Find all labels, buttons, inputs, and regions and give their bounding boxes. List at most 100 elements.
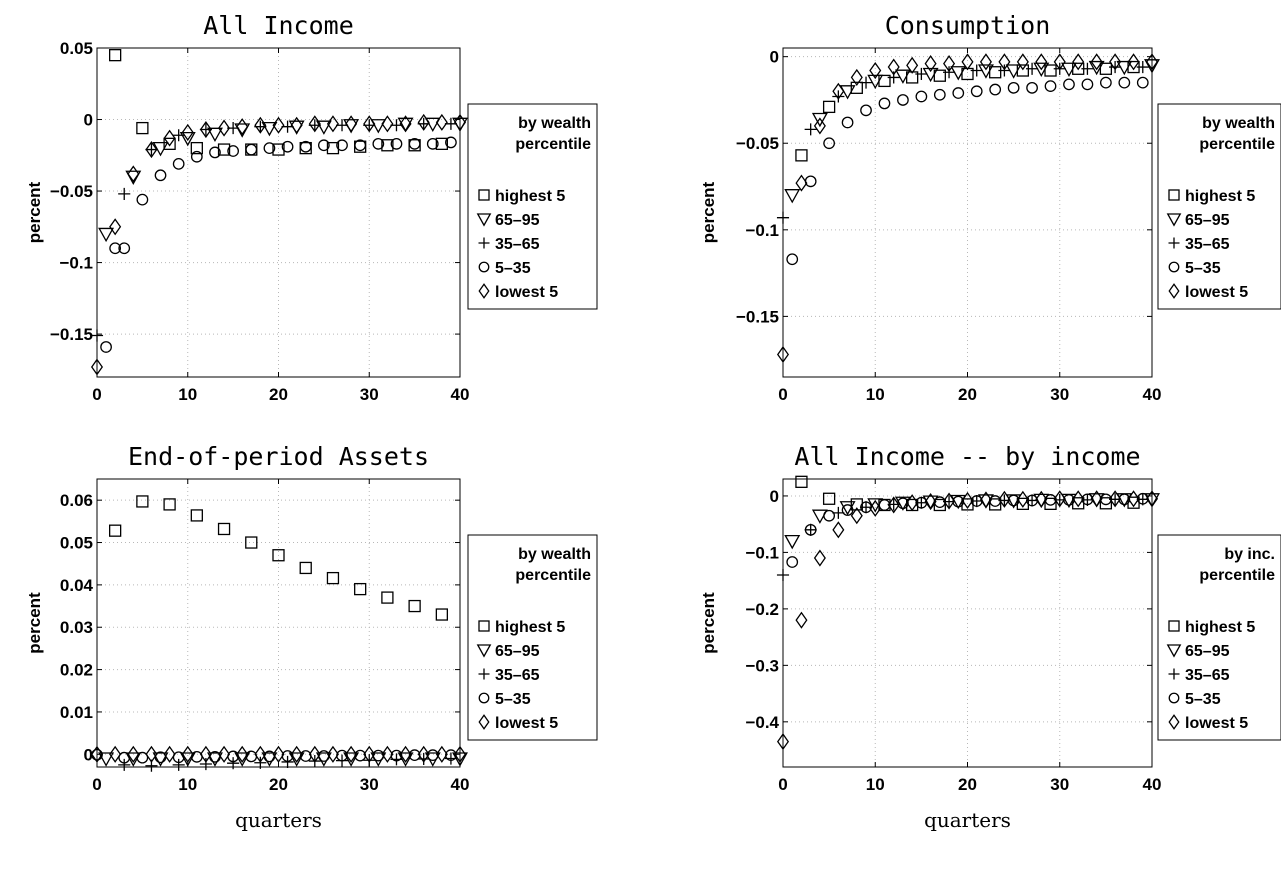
- data-point: [190, 150, 203, 163]
- data-point: [1033, 62, 1050, 77]
- x-tick-label: 20: [958, 385, 977, 404]
- data-point: [435, 137, 449, 150]
- data-point: [894, 69, 911, 84]
- data-point: [345, 115, 358, 133]
- data-point: [227, 145, 239, 157]
- data-point: [1005, 64, 1022, 79]
- legend-marker: [478, 261, 490, 273]
- legend-marker: [478, 283, 490, 299]
- data-point: [445, 136, 457, 149]
- data-point: [272, 745, 285, 763]
- data-point: [989, 66, 1002, 79]
- data-point: [998, 64, 1011, 77]
- data-point: [136, 495, 149, 508]
- data-point: [1044, 80, 1057, 92]
- x-tick-label: 10: [178, 385, 197, 404]
- data-point: [372, 137, 385, 150]
- data-point: [924, 55, 937, 73]
- data-point: [435, 745, 448, 763]
- data-point: [263, 142, 276, 155]
- data-point: [832, 82, 845, 100]
- data-point: [199, 745, 212, 763]
- data-point: [343, 752, 360, 767]
- data-point: [109, 49, 122, 62]
- data-point: [950, 66, 967, 81]
- legend-entry: lowest 5: [1185, 715, 1248, 732]
- panel-3: All Income -- by income 0 10 20 30 40 0 −0.1 −0.…: [699, 442, 1281, 832]
- data-point: [878, 97, 891, 110]
- data-point: [1099, 62, 1113, 75]
- data-point: [804, 523, 817, 536]
- data-point: [943, 66, 956, 79]
- data-point: [989, 498, 1002, 511]
- legend-entry: 5–35: [1185, 691, 1221, 708]
- data-point: [245, 143, 258, 156]
- data-point: [181, 745, 194, 763]
- data-point: [915, 90, 928, 103]
- data-point: [1116, 60, 1133, 76]
- data-point: [1081, 62, 1094, 75]
- data-point: [1100, 76, 1112, 89]
- data-point: [795, 475, 808, 488]
- data-point: [145, 745, 158, 763]
- data-point: [823, 137, 836, 150]
- x-tick-label: 30: [1050, 385, 1069, 404]
- data-point: [1127, 53, 1140, 71]
- y-tick-label: 0: [770, 487, 779, 506]
- data-point: [1118, 76, 1131, 89]
- data-point: [281, 140, 294, 153]
- legend-entry: 5–35: [495, 260, 531, 277]
- data-point: [867, 74, 884, 90]
- data-point: [118, 242, 131, 255]
- data-point: [832, 506, 845, 519]
- x-tick-label: 0: [92, 385, 101, 404]
- data-point: [1072, 490, 1085, 508]
- legend-entry: 35–65: [495, 667, 540, 684]
- data-point: [1100, 493, 1112, 506]
- data-point: [839, 501, 856, 516]
- data-point: [1136, 76, 1149, 89]
- data-point: [290, 116, 303, 134]
- data-point: [217, 522, 231, 536]
- data-point: [850, 81, 863, 94]
- data-point: [1090, 53, 1103, 71]
- legend-marker: [1166, 644, 1182, 658]
- data-point: [915, 67, 928, 81]
- data-point: [1127, 490, 1140, 508]
- data-point: [417, 752, 430, 766]
- data-point: [317, 139, 330, 152]
- y-tick-label: −0.1: [745, 543, 779, 562]
- legend-entry: highest 5: [1185, 188, 1255, 205]
- legend-marker: [1166, 213, 1182, 227]
- data-point: [933, 498, 946, 512]
- data-point: [363, 754, 376, 767]
- data-point: [218, 745, 231, 763]
- data-point: [869, 61, 882, 80]
- data-point: [408, 137, 421, 150]
- data-point: [906, 56, 919, 74]
- data-point: [370, 119, 387, 134]
- data-point: [152, 752, 169, 767]
- data-point: [234, 752, 251, 767]
- data-point: [152, 141, 169, 157]
- legend-title: by inc.: [1224, 546, 1275, 563]
- data-point: [136, 193, 149, 206]
- y-tick-label: 0.03: [60, 618, 93, 637]
- data-point: [933, 69, 946, 82]
- data-point: [163, 498, 176, 511]
- x-tick-label: 30: [360, 775, 379, 794]
- data-point: [363, 745, 376, 763]
- y-axis-label: percent: [699, 181, 718, 243]
- series-2: [776, 493, 1149, 582]
- data-point: [90, 329, 104, 342]
- data-point: [245, 536, 258, 549]
- y-axis-label: percent: [25, 592, 44, 654]
- x-tick-label: 10: [178, 775, 197, 794]
- data-point: [832, 90, 845, 103]
- data-point: [100, 341, 112, 353]
- legend-entry: highest 5: [495, 188, 565, 205]
- data-point: [281, 755, 294, 768]
- legend-marker: [478, 189, 490, 201]
- data-point: [417, 113, 430, 131]
- legend-marker: [1168, 620, 1180, 632]
